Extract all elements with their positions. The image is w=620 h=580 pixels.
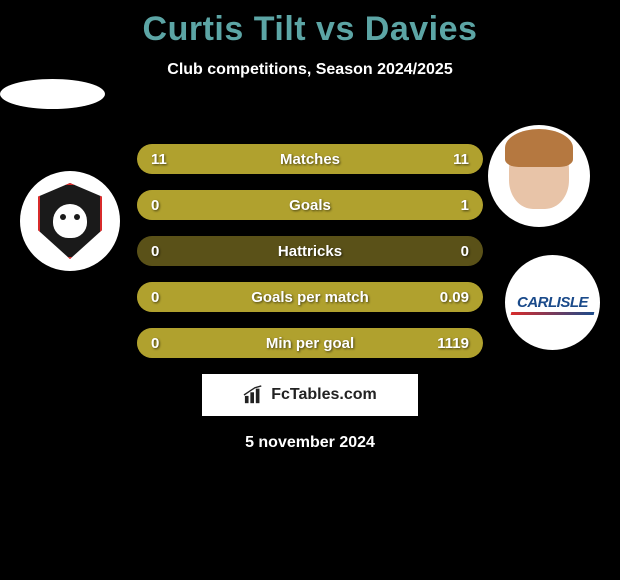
stat-row: 0Hattricks0: [137, 236, 483, 266]
left-player-avatar: [0, 79, 105, 109]
stat-label: Min per goal: [137, 335, 483, 352]
stat-label: Goals per match: [137, 289, 483, 306]
page-title: Curtis Tilt vs Davies: [0, 0, 620, 49]
branding-text: FcTables.com: [271, 386, 377, 404]
stat-value-right: 0.09: [440, 289, 469, 306]
stat-label: Matches: [137, 151, 483, 168]
stat-value-right: 11: [453, 151, 469, 168]
date-text: 5 november 2024: [0, 434, 620, 452]
stat-row: 0Goals per match0.09: [137, 282, 483, 312]
stat-label: Goals: [137, 197, 483, 214]
stat-row: 11Matches11: [137, 144, 483, 174]
stat-value-right: 0: [461, 243, 469, 260]
stat-row: 0Goals1: [137, 190, 483, 220]
branding-badge: FcTables.com: [202, 374, 418, 416]
bar-chart-icon: [243, 385, 265, 405]
stat-value-right: 1: [461, 197, 469, 214]
stats-container: 11Matches110Goals10Hattricks00Goals per …: [0, 144, 620, 358]
subtitle: Club competitions, Season 2024/2025: [0, 61, 620, 79]
stat-value-right: 1119: [437, 335, 469, 352]
stat-label: Hattricks: [137, 243, 483, 260]
stat-row: 0Min per goal1119: [137, 328, 483, 358]
